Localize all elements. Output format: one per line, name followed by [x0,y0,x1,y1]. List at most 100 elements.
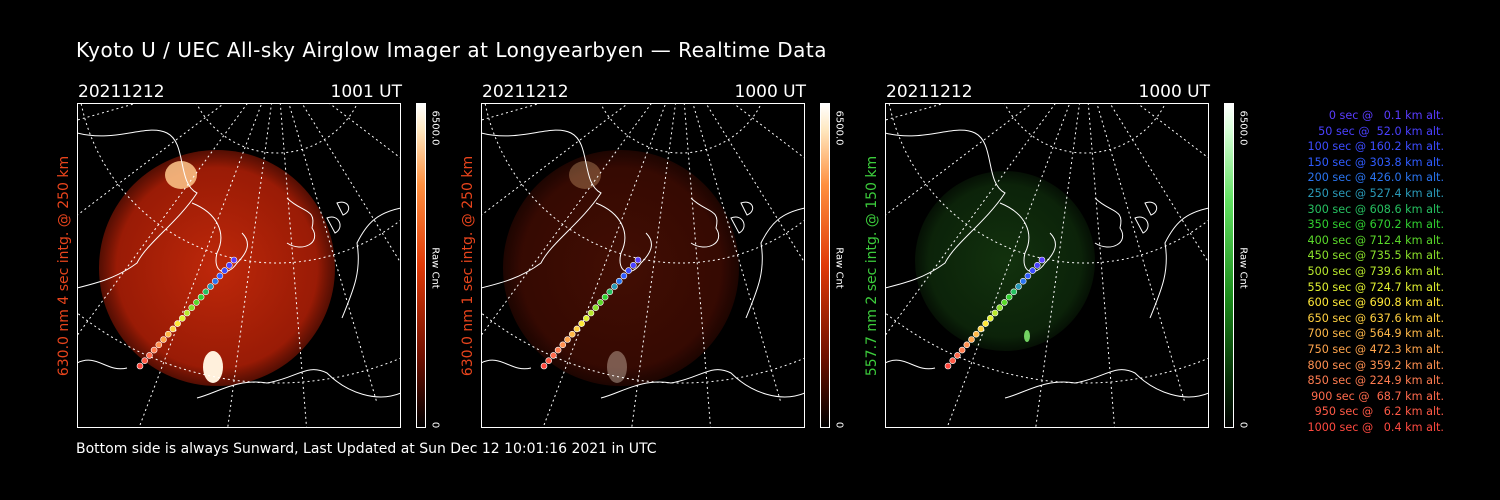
coastline [481,129,602,289]
meridian-line [77,103,226,217]
coastline [1144,201,1158,216]
panel-2-colorbar-max: 6500.0 [829,111,849,146]
trajectory-point [944,362,952,370]
panel-2-date: 20211212 [482,82,569,102]
trajectory-point [601,293,609,301]
panel-3-colorbar-min: 0 [1233,415,1253,435]
meridian-line [481,103,653,337]
trajectory-point [211,277,219,285]
legend-entry: 200 sec @ 426.0 km alt. [1307,171,1445,185]
panel-2-colorbar-max-text: 6500.0 [833,110,845,146]
coastline [336,201,350,216]
panel-2-colorbar [820,103,830,428]
coastline [286,197,315,248]
meridian-line [279,103,308,428]
map-frame [77,103,401,428]
meridian-line [946,103,1071,428]
panel-2-vertical-label: 630.0 nm 1 sec intg. @ 250 km [457,103,479,428]
panel-3-colorbar [1224,103,1234,428]
trajectory-point [545,357,552,365]
trajectory-point [179,315,186,322]
legend-entry: 500 sec @ 739.6 km alt. [1307,264,1445,278]
trajectory-point [606,288,614,296]
legend-entry: 600 sec @ 690.8 km alt. [1307,296,1445,310]
panel-1-colorbar-min-text: 0 [429,421,441,429]
panel-2-colorbar-unit: Raw Cnt [829,247,849,288]
meridian-line [481,103,630,217]
meridian-line [885,103,1034,217]
trajectory-point [949,357,956,365]
meridian-line [1109,103,1209,265]
meridian-line [1136,103,1209,160]
legend-entry: 800 sec @ 359.2 km alt. [1307,358,1445,372]
coastline [745,207,805,319]
trajectory-point [592,304,599,311]
trajectory-point [568,330,576,338]
trajectory-point [1024,272,1032,280]
coastline [326,216,341,234]
meridian-line [631,103,677,428]
meridian-line [227,103,273,428]
coastline [690,197,719,248]
legend-entry: 400 sec @ 712.4 km alt. [1307,233,1445,247]
coastline [196,369,401,399]
panel-2-vertical-label-text: 630.0 nm 1 sec intg. @ 250 km [460,155,476,376]
legend-entry: 0 sec @ 0.1 km alt. [1328,109,1444,122]
panel-2-allsky-image [481,103,805,428]
trajectory-point [193,299,200,306]
meridian-line [138,103,263,428]
legend-entry: 150 sec @ 303.8 km alt. [1307,155,1445,169]
panel-2-colorbar-min: 0 [829,415,849,435]
trajectory-point [630,262,637,269]
coastline [740,201,754,216]
panel-3-allsky-image [885,103,1209,428]
meridian-line [77,103,249,337]
legend-entry: 250 sec @ 527.4 km alt. [1307,186,1445,200]
legend-entry: 450 sec @ 735.5 km alt. [1307,249,1445,263]
panel-2-time: 1000 UT [734,82,807,102]
panel-3-vertical-label-text: 557.7 nm 2 sec intg. @ 150 km [864,155,880,376]
legend-entry: 300 sec @ 608.6 km alt. [1307,202,1445,216]
coastline [481,359,532,370]
meridian-line [1087,103,1116,428]
panel-2-colorbar-min-text: 0 [833,421,845,429]
trajectory-point [550,352,557,359]
coastline [77,129,198,289]
trajectory-point [230,256,238,264]
trajectory-point [188,304,195,311]
trajectory-point [991,309,999,317]
aurora-patch [165,161,197,189]
trajectory-point [559,341,567,349]
coastline [885,129,1006,289]
panel-1-colorbar-unit-text: Raw Cnt [429,247,441,289]
panel-3-colorbar-unit: Raw Cnt [1233,247,1253,288]
meridian-line [481,103,543,121]
airglow-disk [99,150,335,386]
trajectory-point [221,267,228,274]
trajectory-point [954,352,961,359]
trajectory-point [540,362,548,370]
trajectory-point [141,357,148,365]
legend-entry: 950 sec @ 6.2 km alt. [1314,405,1444,419]
trajectory-point [226,262,233,269]
trajectory-point [977,325,985,333]
panel-1-colorbar-max-text: 6500.0 [429,110,441,146]
coastline [885,359,936,370]
trajectory-point [625,267,632,274]
meridian-line [542,103,667,428]
panel-1-allsky-image [77,103,401,428]
meridian-line [885,103,1057,337]
trajectory-point [564,336,571,343]
coastline [730,216,745,234]
legend-entry: 1000 sec @ 0.4 km alt. [1307,420,1445,434]
coastline [600,369,805,399]
panel-1-colorbar-unit: Raw Cnt [425,247,445,288]
latitude-line [1003,103,1167,154]
coastline [999,202,1056,273]
trajectory-point [615,277,623,285]
panel-1-colorbar-max: 6500.0 [425,111,445,146]
panel-1-colorbar-min: 0 [425,415,445,435]
meridian-line [77,103,139,121]
coastline [1134,216,1149,234]
legend-entry: 550 sec @ 724.7 km alt. [1307,280,1445,294]
